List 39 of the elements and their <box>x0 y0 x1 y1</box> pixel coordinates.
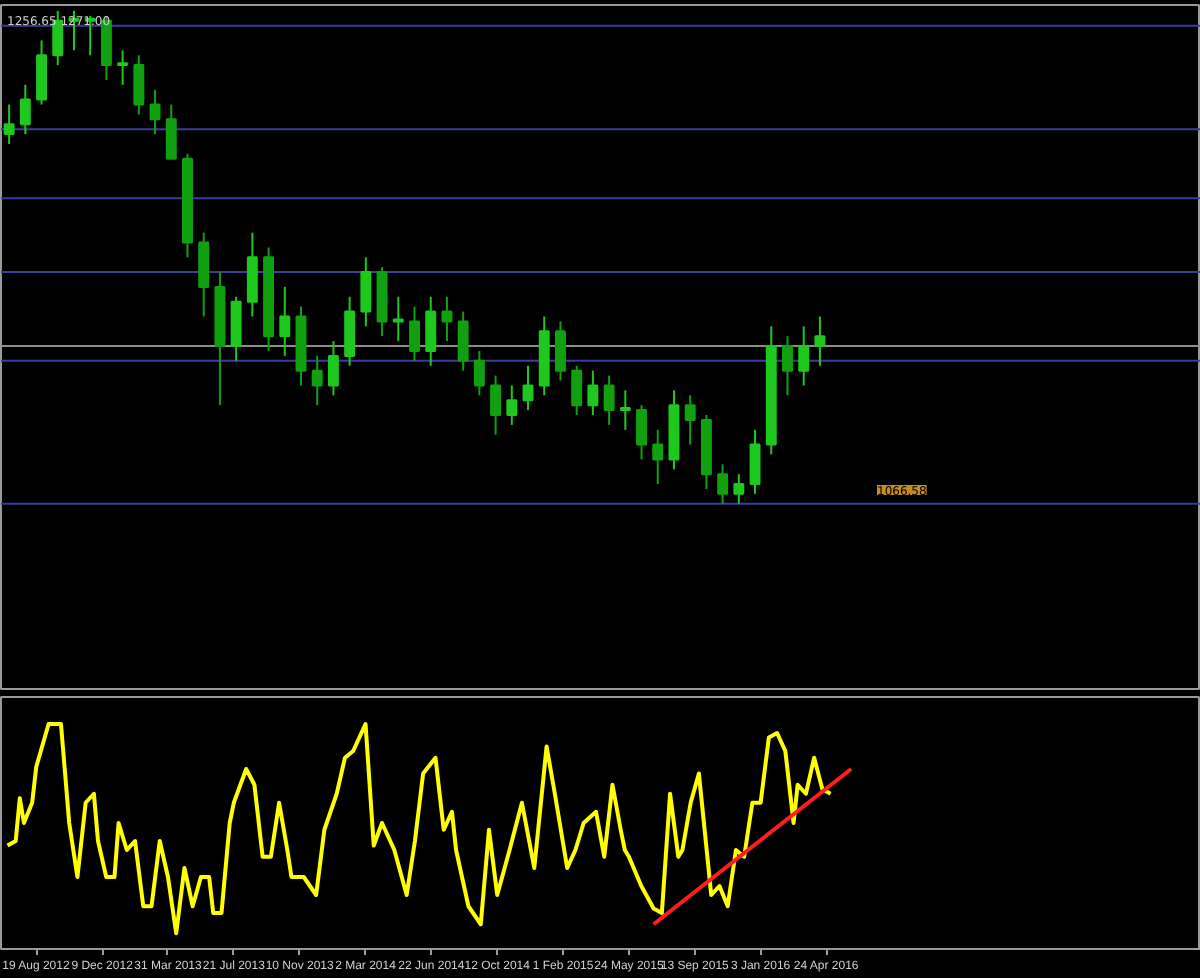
candlestick <box>457 310 469 372</box>
candlestick <box>165 103 177 160</box>
candlestick <box>198 231 210 318</box>
candlestick <box>684 394 696 446</box>
candlestick <box>798 325 810 387</box>
candlestick <box>133 54 145 116</box>
candlestick <box>409 305 420 362</box>
candlestick <box>749 428 761 495</box>
candlestick <box>117 49 129 86</box>
candlestick <box>717 463 729 505</box>
candlestick <box>311 354 323 407</box>
candlestick <box>782 335 793 397</box>
candlestick <box>392 295 404 343</box>
candlestick <box>490 374 502 436</box>
candlestick <box>149 88 161 136</box>
candlestick <box>587 369 599 417</box>
candlestick <box>555 320 566 382</box>
candlestick <box>19 83 31 136</box>
candlestick <box>425 295 437 367</box>
candlestick <box>36 39 47 106</box>
candlestick <box>571 364 583 417</box>
candlestick <box>246 231 258 318</box>
candlestick <box>441 295 453 343</box>
candlestick <box>279 285 291 357</box>
candlestick <box>230 295 242 362</box>
candlestick <box>522 364 534 412</box>
candlestick <box>327 340 339 397</box>
candlestick <box>506 384 518 426</box>
candlestick <box>733 473 745 505</box>
candlestick <box>3 103 15 145</box>
candlestick <box>603 374 615 426</box>
candlestick <box>473 349 485 397</box>
candlestick <box>360 256 372 328</box>
candlestick <box>814 315 826 367</box>
candlestick <box>636 404 647 461</box>
candlestick <box>52 9 64 67</box>
candlestick <box>344 295 356 367</box>
candlestick <box>619 389 631 431</box>
candlestick <box>652 428 664 486</box>
